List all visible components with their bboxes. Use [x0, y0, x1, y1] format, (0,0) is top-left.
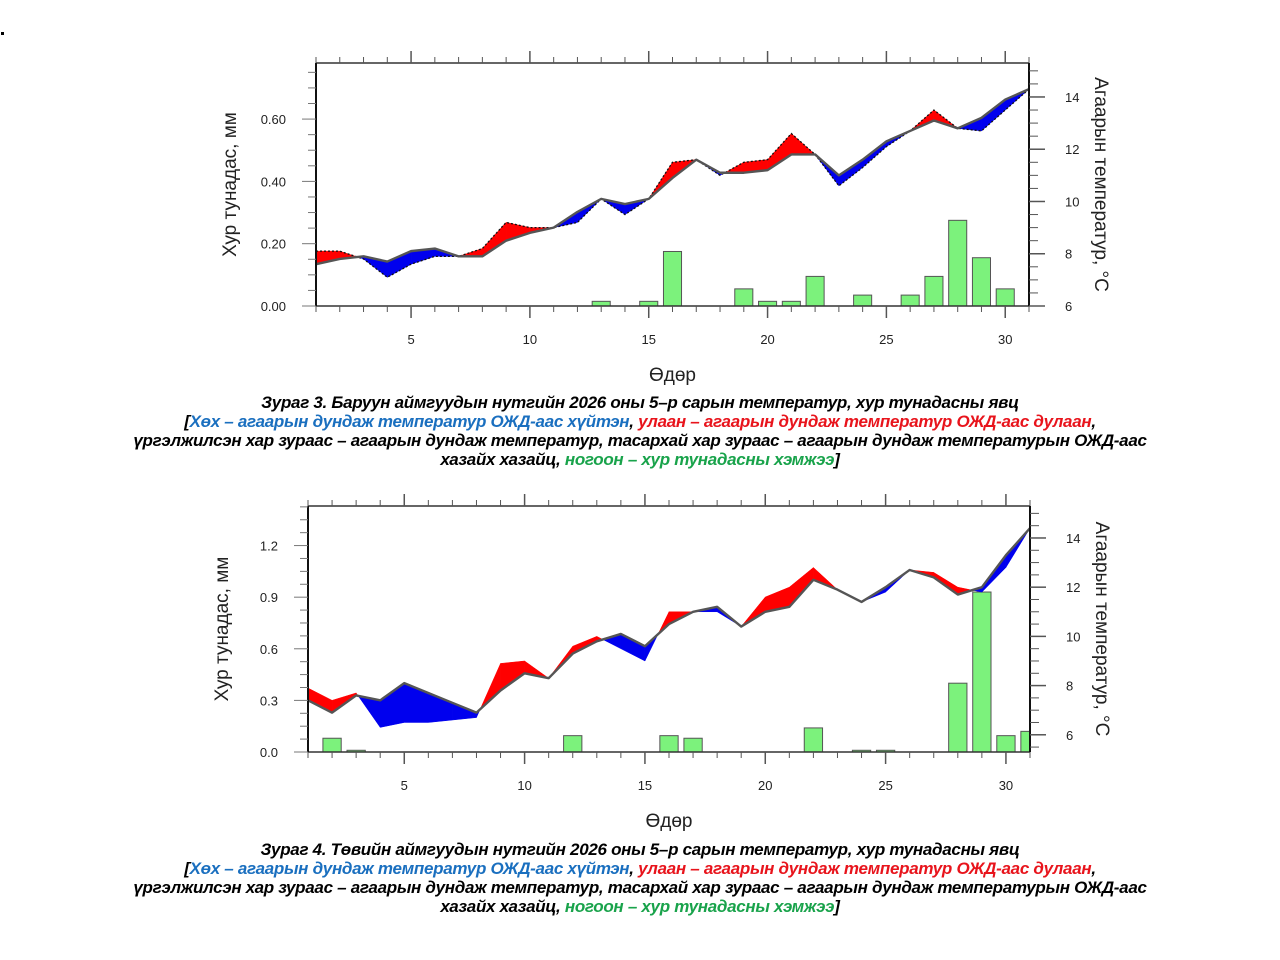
- precip-bar-day-30: [996, 735, 1016, 753]
- x-tick-label: 20: [758, 778, 772, 793]
- x-tick-label: 25: [878, 778, 892, 793]
- y-right-tick-label: 10: [1066, 629, 1080, 644]
- caption-blue-legend: Хөх – агаарын дундаж температур ОЖД-аас …: [189, 859, 630, 878]
- precip-bar-day-26: [900, 294, 920, 307]
- y-right-tick-label: 8: [1065, 247, 1072, 262]
- y-right-tick-label: 14: [1066, 531, 1080, 546]
- precip-bar-day-30: [995, 288, 1015, 307]
- precip-bar-day-28: [948, 682, 968, 753]
- y-left-tick-label: 0.00: [261, 299, 286, 314]
- x-tick-label: 15: [641, 332, 655, 347]
- y-left-tick-label: 0.0: [260, 745, 278, 760]
- y-left-tick-label: 0.3: [260, 693, 278, 708]
- y-right-tick-label: 12: [1066, 580, 1080, 595]
- precip-bar-day-31: [1020, 730, 1031, 753]
- precip-bar-day-29: [972, 591, 992, 753]
- cold-anomaly-fill: [620, 633, 646, 662]
- precip-bar-day-24: [853, 294, 873, 307]
- caption-blue-legend: Хөх – агаарын дундаж температур ОЖД-аас …: [189, 412, 630, 431]
- y-right-tick-label: 10: [1065, 194, 1079, 209]
- x-axis-title: Өдөр: [649, 365, 696, 386]
- warm-anomaly-fill: [479, 663, 501, 710]
- x-tick-label: 30: [998, 332, 1012, 347]
- y-right-tick-label: 12: [1065, 142, 1079, 157]
- x-tick-label: 30: [999, 778, 1013, 793]
- precip-bar-day-29: [971, 257, 991, 307]
- x-tick-label: 25: [879, 332, 893, 347]
- y-left-axis-title: Хур тунадас, мм: [212, 557, 233, 702]
- caption-line-legend: үргэлжилсэн хар зураас – агаарын дундаж …: [133, 431, 1147, 450]
- y-left-tick-label: 0.20: [261, 237, 286, 252]
- y-right-axis-title: Агаарын температур, °C: [1090, 77, 1111, 292]
- x-tick-label: 5: [407, 332, 414, 347]
- x-tick-label: 10: [517, 778, 531, 793]
- caption-red-legend: улаан – агаарын дундаж температур ОЖД-аа…: [638, 412, 1092, 431]
- warm-anomaly-fill: [482, 221, 507, 257]
- warm-anomaly-fill: [767, 132, 792, 171]
- y-left-tick-label: 0.6: [260, 642, 278, 657]
- figure-4-caption: Зураг 4. Төвийн аймгуудын нутгийн 2026 о…: [0, 840, 1280, 916]
- y-right-tick-label: 6: [1066, 728, 1073, 743]
- warm-anomaly-fill: [657, 611, 670, 635]
- figure-3-caption: Зураг 3. Баруун аймгуудын нутгийн 2026 о…: [0, 393, 1280, 469]
- precip-bar-day-27: [924, 275, 944, 307]
- cold-anomaly-fill: [379, 682, 405, 728]
- x-tick-label: 10: [523, 332, 537, 347]
- x-tick-label: 20: [760, 332, 774, 347]
- stray-mark: [1, 32, 4, 35]
- warm-anomaly-fill: [789, 566, 814, 608]
- x-tick-label: 15: [638, 778, 652, 793]
- caption-title: Зураг 3. Баруун аймгуудын нутгийн 2026 о…: [261, 393, 1019, 412]
- precip-bar-day-22: [805, 275, 825, 307]
- cold-anomaly-fill: [644, 633, 659, 662]
- precip-bar-day-12: [563, 735, 583, 753]
- mean-temperature-line: [315, 88, 1030, 266]
- caption-green-legend: ногоон – хур тунадасны хэмжээ: [564, 450, 835, 469]
- figure-4-chart: 5 10 15 20 25 30 0.0 0.3 0.6 0.9 1.2 6 8 10 12 14 Өдөр Ху…: [212, 494, 1112, 832]
- x-tick-label: 5: [401, 778, 408, 793]
- y-right-axis-title: Агаарын температур, °C: [1091, 522, 1112, 737]
- cold-anomaly-fill: [1005, 527, 1031, 569]
- warm-anomaly-fill: [741, 596, 766, 627]
- precip-bar-day-2: [322, 737, 342, 753]
- y-right-tick-label: 14: [1065, 90, 1079, 105]
- precip-bar-day-19: [734, 288, 754, 307]
- warm-anomaly-fill: [307, 687, 333, 714]
- y-left-tick-label: 1.2: [260, 539, 278, 554]
- y-left-tick-label: 0.60: [261, 112, 286, 127]
- warm-anomaly-fill: [813, 566, 838, 590]
- precip-bar-day-16: [659, 735, 679, 753]
- y-left-tick-label: 0.9: [260, 590, 278, 605]
- y-left-axis-title: Хур тунадас, мм: [220, 112, 241, 257]
- precip-bar-day-17: [683, 737, 703, 753]
- caption-line-legend: үргэлжилсэн хар зураас – агаарын дундаж …: [133, 878, 1147, 897]
- y-right-tick-label: 6: [1065, 299, 1072, 314]
- caption-red-legend: улаан – агаарын дундаж температур ОЖД-аа…: [638, 859, 1092, 878]
- precip-bar-day-16: [662, 250, 683, 307]
- figure-3-chart: 5 10 15 20 25 30 0.00 0.20 0.40 0.60 6 8 10 12 14 Өдөр Х…: [220, 51, 1111, 386]
- precip-bar-day-22: [803, 727, 824, 753]
- precip-bar-day-28: [948, 219, 968, 307]
- y-right-tick-label: 8: [1066, 679, 1073, 694]
- caption-title: Зураг 4. Төвийн аймгуудын нутгийн 2026 о…: [260, 840, 1020, 859]
- mean-temperature-line: [307, 527, 1031, 714]
- caption-green-legend: ногоон – хур тунадасны хэмжээ: [564, 897, 835, 916]
- y-left-tick-label: 0.40: [261, 174, 286, 189]
- x-axis-title: Өдөр: [646, 811, 693, 832]
